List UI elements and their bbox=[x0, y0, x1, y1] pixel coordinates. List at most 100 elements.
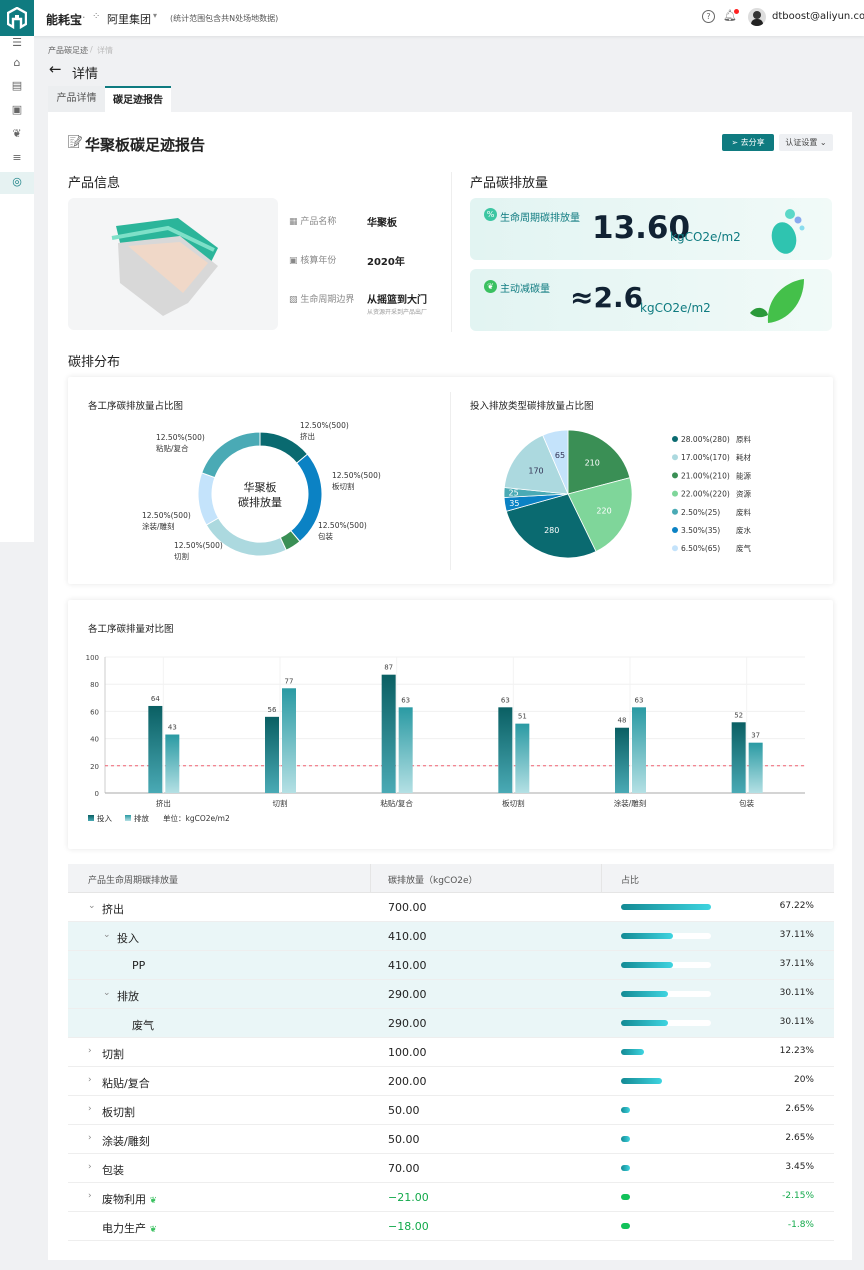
table-row[interactable]: › 粘贴/复合 200.00 20% bbox=[68, 1067, 834, 1096]
donut-label-value: 12.50%(500) bbox=[332, 471, 381, 480]
building-icon[interactable]: ▤ bbox=[11, 79, 23, 92]
pie-data-label: 210 bbox=[585, 459, 600, 468]
logo[interactable] bbox=[0, 0, 34, 36]
legend-name: 废料 bbox=[736, 507, 751, 517]
lifecycle-value: 13.60 bbox=[592, 210, 691, 246]
donut-label-value: 12.50%(500) bbox=[318, 521, 367, 530]
row-percent: 12.23% bbox=[779, 1046, 814, 1056]
row-value: −18.00 bbox=[388, 1220, 429, 1233]
tag-icon: ▦ bbox=[289, 217, 301, 227]
chevron-down-icon[interactable]: ⌄ bbox=[103, 988, 111, 998]
avatar[interactable] bbox=[748, 8, 766, 26]
share-bar bbox=[621, 933, 711, 939]
x-tick-label: 粘贴/复合 bbox=[380, 798, 413, 808]
help-icon[interactable]: ? bbox=[702, 10, 715, 23]
bar-投入-挤出 bbox=[148, 705, 163, 793]
x-tick-label: 涂装/雕刻 bbox=[614, 798, 647, 808]
chevron-right-icon[interactable]: › bbox=[88, 1133, 92, 1143]
breadcrumb-current: 详情 bbox=[97, 46, 113, 55]
bell-icon[interactable]: 🔔︎ bbox=[723, 9, 739, 22]
chevron-right-icon[interactable]: › bbox=[88, 1191, 92, 1201]
table-row[interactable]: ⌄ 排放 290.00 30.11% bbox=[68, 980, 834, 1009]
legend-marker bbox=[672, 527, 678, 533]
donut-slice-切割 bbox=[205, 517, 287, 557]
org-icon: ⁘ bbox=[92, 11, 101, 22]
chevron-down-icon[interactable]: ▾ bbox=[153, 11, 158, 20]
bar-投入-粘贴/复合 bbox=[381, 674, 396, 793]
unit-label: 单位：kgCO2e/m2 bbox=[163, 813, 230, 823]
breadcrumb-parent[interactable]: 产品碳足迹 bbox=[48, 46, 88, 55]
chevron-down-icon[interactable]: ⌄ bbox=[88, 901, 96, 911]
cert-settings-dropdown[interactable]: 认证设置 ⌄ bbox=[779, 134, 833, 151]
share-bar bbox=[621, 1136, 711, 1142]
table-row[interactable]: › 涂装/雕刻 50.00 2.65% bbox=[68, 1125, 834, 1154]
table-row: PP 410.00 37.11% bbox=[68, 951, 834, 980]
bar-panel bbox=[68, 600, 833, 849]
leaf-icon: ❦ bbox=[149, 1196, 158, 1206]
chevron-right-icon[interactable]: › bbox=[88, 1075, 92, 1085]
leaf-icon: ❦ bbox=[484, 280, 497, 293]
settings-sliders-icon[interactable]: ≡ bbox=[12, 151, 22, 164]
donut-title: 各工序碳排放量占比图 bbox=[88, 401, 184, 412]
row-percent: 30.11% bbox=[779, 1017, 814, 1027]
bar-投入-板切割 bbox=[498, 707, 513, 793]
row-percent: 3.45% bbox=[785, 1162, 814, 1172]
bar-排放-挤出 bbox=[165, 734, 180, 793]
tab-carbon-report[interactable]: 碳足迹报告 bbox=[105, 86, 171, 112]
chevron-down-icon[interactable]: ⌄ bbox=[103, 930, 111, 940]
table-row[interactable]: › 板切割 50.00 2.65% bbox=[68, 1096, 834, 1125]
y-tick-label: 100 bbox=[86, 654, 99, 662]
row-name: 切割 bbox=[102, 1048, 124, 1061]
bar-data-label: 87 bbox=[384, 664, 393, 672]
pie-data-label: 65 bbox=[555, 451, 565, 460]
share-bar bbox=[621, 1223, 711, 1229]
process-bar-chart: 0 20 40 60 80 100 64 43 挤出 56 77 切割 87 63 粘贴/复合 63 51 板切割… bbox=[86, 654, 805, 823]
row-name: 板切割 bbox=[102, 1106, 135, 1119]
menu-icon[interactable]: ☰ bbox=[12, 36, 22, 49]
chevron-right-icon[interactable]: › bbox=[88, 1104, 92, 1114]
home-icon[interactable]: ⌂ bbox=[13, 56, 21, 69]
legend-name: 废气 bbox=[736, 543, 751, 553]
document-icon[interactable]: ▣ bbox=[11, 103, 23, 116]
row-value: 200.00 bbox=[388, 1075, 427, 1088]
calendar-icon: ▣ bbox=[289, 256, 301, 266]
tab-product-detail[interactable]: 产品详情 bbox=[48, 86, 105, 112]
legend-value: 3.50%(35) bbox=[681, 526, 720, 535]
org-selector[interactable]: 阿里集团 bbox=[107, 13, 151, 26]
chevron-right-icon[interactable]: › bbox=[88, 1046, 92, 1056]
accounting-year: 2020年 bbox=[367, 257, 405, 268]
table-row[interactable]: › 包装 70.00 3.45% bbox=[68, 1154, 834, 1183]
bar-data-label: 48 bbox=[618, 717, 627, 725]
table-row[interactable]: ⌄ 挤出 700.00 67.22% bbox=[68, 893, 834, 922]
table-row[interactable]: ⌄ 投入 410.00 37.11% bbox=[68, 922, 834, 951]
table-row[interactable]: › 废物利用 ❦ −21.00 -2.15% bbox=[68, 1183, 834, 1212]
row-name: 包装 bbox=[102, 1164, 124, 1177]
row-percent: -2.15% bbox=[782, 1191, 814, 1201]
table-row[interactable]: › 切割 100.00 12.23% bbox=[68, 1038, 834, 1067]
chevron-right-icon[interactable]: › bbox=[88, 1162, 92, 1172]
bar-排放-涂装/雕刻 bbox=[632, 707, 646, 793]
pie-slice-废气 bbox=[542, 429, 569, 495]
donut-label-name: 粘贴/复合 bbox=[156, 443, 189, 453]
row-name: PP bbox=[132, 959, 146, 972]
x-tick-label: 板切割 bbox=[502, 798, 525, 808]
donut-label-name: 板切割 bbox=[332, 481, 355, 491]
bar-data-label: 64 bbox=[151, 695, 160, 703]
report-icon: 📝︎ bbox=[67, 135, 84, 150]
app-name: 能耗宝 bbox=[46, 13, 83, 27]
pie-slice-原料 bbox=[505, 493, 597, 559]
user-email[interactable]: dtboost@aliyun.com bbox=[772, 11, 864, 22]
leaf-icon[interactable]: ❦ bbox=[12, 127, 22, 140]
bar-data-label: 63 bbox=[401, 696, 410, 704]
chevron-down-icon: ⌄ bbox=[819, 138, 827, 147]
share-bar bbox=[621, 1107, 711, 1113]
legend-value: 22.00%(220) bbox=[681, 490, 730, 499]
back-arrow-icon[interactable]: ← bbox=[49, 60, 62, 78]
share-button[interactable]: ➢ 去分享 bbox=[722, 134, 774, 151]
legend-name: 能源 bbox=[736, 470, 751, 480]
donut-slice-涂装/雕刻 bbox=[197, 472, 220, 526]
share-bar bbox=[621, 962, 711, 968]
sidebar-item-footprint[interactable]: ◎ bbox=[0, 172, 34, 194]
page-title: 详情 bbox=[72, 67, 99, 82]
